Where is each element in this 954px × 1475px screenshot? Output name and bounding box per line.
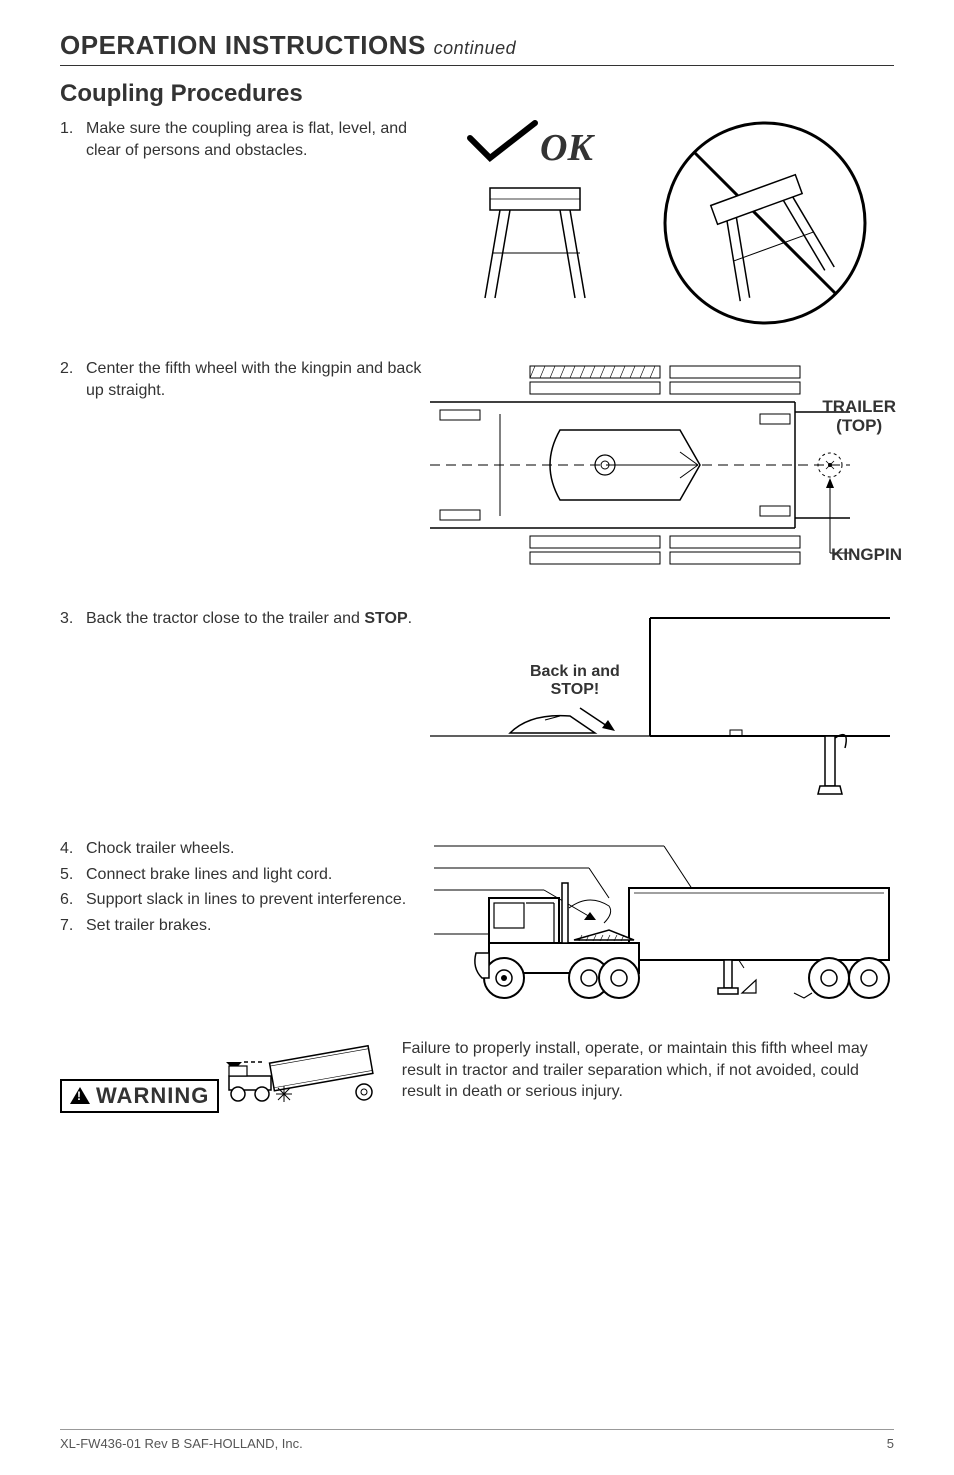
- footer-left: XL-FW436-01 Rev B SAF-HOLLAND, Inc.: [60, 1436, 303, 1451]
- text-col-4-7: 4. Chock trailer wheels. 5. Connect brak…: [60, 838, 434, 940]
- step-3-text: Back the tractor close to the trailer an…: [86, 608, 412, 630]
- section-continued: continued: [434, 38, 517, 58]
- step-4: 4. Chock trailer wheels.: [60, 838, 434, 860]
- ok-label: OK: [540, 128, 593, 170]
- row-step-1: 1. Make sure the coupling area is flat, …: [60, 118, 894, 328]
- step-6: 6. Support slack in lines to prevent int…: [60, 889, 434, 911]
- step-3-pre: Back the tractor close to the trailer an…: [86, 610, 364, 627]
- text-col-3: 3. Back the tractor close to the trailer…: [60, 608, 430, 634]
- kingpin-label: KINGPIN: [831, 546, 902, 565]
- step-7: 7. Set trailer brakes.: [60, 915, 434, 937]
- step-7-text: Set trailer brakes.: [86, 915, 211, 937]
- warning-label: WARNING: [60, 1079, 219, 1113]
- figure-steps-4-7: [434, 838, 894, 1008]
- trailer-top-label: TRAILER (TOP): [822, 398, 896, 435]
- section-title: OPERATION INSTRUCTIONS: [60, 30, 426, 60]
- page-footer: XL-FW436-01 Rev B SAF-HOLLAND, Inc. 5: [60, 1429, 894, 1451]
- step-6-text: Support slack in lines to prevent interf…: [86, 889, 406, 911]
- text-col-2: 2. Center the fifth wheel with the kingp…: [60, 358, 430, 405]
- footer-page: 5: [887, 1436, 894, 1451]
- figure-step-1: OK: [430, 118, 894, 328]
- subheader: Coupling Procedures: [60, 80, 894, 108]
- warning-truck-icon: [224, 1044, 384, 1104]
- step-3-num: 3.: [60, 608, 86, 630]
- step-3-bold: STOP: [364, 610, 407, 627]
- header-rule: [60, 65, 894, 66]
- back-stop-label: Back in and STOP!: [530, 663, 620, 698]
- warning-block: WARNING: [60, 1038, 894, 1113]
- step-7-num: 7.: [60, 915, 86, 937]
- warning-label-text: WARNING: [96, 1083, 209, 1109]
- step-3-after: .: [408, 610, 412, 627]
- warning-triangle-icon: [70, 1087, 90, 1104]
- step-1: 1. Make sure the coupling area is flat, …: [60, 118, 430, 161]
- step-5-text: Connect brake lines and light cord.: [86, 864, 332, 886]
- step-2-num: 2.: [60, 358, 86, 401]
- warning-text: Failure to properly install, operate, or…: [402, 1038, 894, 1103]
- figure-step-3: Back in and STOP!: [430, 608, 894, 808]
- warning-left: WARNING: [60, 1038, 384, 1113]
- step-5-num: 5.: [60, 864, 86, 886]
- step-4-num: 4.: [60, 838, 86, 860]
- figure-step-2: TRAILER (TOP) KINGPIN: [430, 358, 894, 578]
- row-step-3: 3. Back the tractor close to the trailer…: [60, 608, 894, 808]
- step-1-num: 1.: [60, 118, 86, 161]
- step-6-num: 6.: [60, 889, 86, 911]
- step-1-text: Make sure the coupling area is flat, lev…: [86, 118, 430, 161]
- step-3: 3. Back the tractor close to the trailer…: [60, 608, 430, 630]
- step-5: 5. Connect brake lines and light cord.: [60, 864, 434, 886]
- step-2-text: Center the fifth wheel with the kingpin …: [86, 358, 430, 401]
- step-4-text: Chock trailer wheels.: [86, 838, 235, 860]
- text-col-1: 1. Make sure the coupling area is flat, …: [60, 118, 430, 165]
- row-steps-4-7: 4. Chock trailer wheels. 5. Connect brak…: [60, 838, 894, 1008]
- step-2: 2. Center the fifth wheel with the kingp…: [60, 358, 430, 401]
- row-step-2: 2. Center the fifth wheel with the kingp…: [60, 358, 894, 578]
- section-header: OPERATION INSTRUCTIONS continued: [60, 30, 894, 61]
